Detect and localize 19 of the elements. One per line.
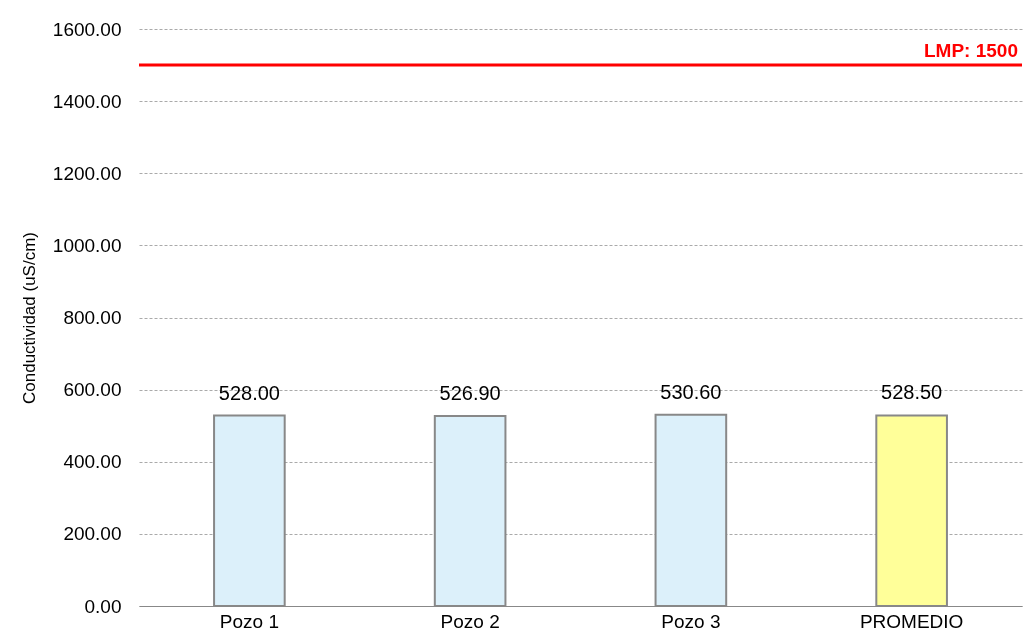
y-tick-label: 600.00 — [63, 379, 122, 401]
x-tick-label: Pozo 2 — [440, 610, 500, 632]
y-tick-label: 800.00 — [63, 307, 122, 328]
data-label: 530.60 — [660, 380, 722, 403]
data-label: 526.90 — [439, 381, 501, 404]
x-tick-label: Pozo 1 — [219, 610, 279, 632]
y-tick-label: 1400.00 — [52, 90, 122, 112]
y-tick-label: 0.00 — [84, 595, 122, 617]
y-tick-label: 400.00 — [63, 451, 122, 473]
data-label: 528.50 — [881, 381, 943, 404]
y-tick-label: 1200.00 — [52, 162, 122, 184]
y-tick-label: 1000.00 — [52, 234, 122, 256]
data-label: 528.00 — [218, 381, 280, 404]
x-tick-label: Pozo 3 — [661, 610, 721, 632]
y-axis-title: Conductividad (uS/cm) — [19, 232, 39, 404]
x-tick-label: PROMEDIO — [859, 610, 964, 632]
y-tick-label: 200.00 — [63, 523, 122, 545]
y-tick-label: 1600.00 — [52, 18, 122, 40]
ref-line-label: LMP: 1500 — [924, 40, 1018, 62]
